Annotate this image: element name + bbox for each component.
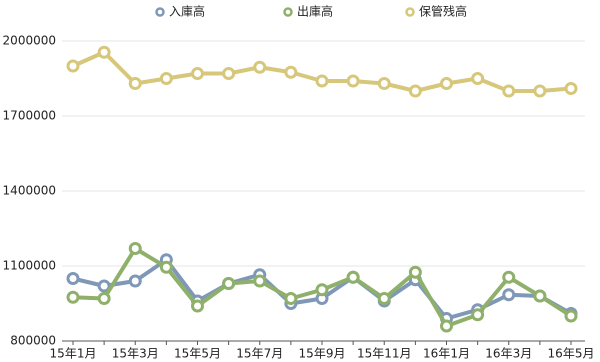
- x-tick-label: 15年9月: [299, 347, 346, 361]
- x-tick-label: 16年3月: [485, 347, 532, 361]
- x-tick-label: 15年1月: [50, 347, 97, 361]
- legend-marker: [155, 7, 165, 17]
- y-tick-label: 2000000: [3, 34, 56, 48]
- legend-label: 保管残高: [419, 4, 467, 19]
- point: [97, 292, 111, 305]
- point: [66, 59, 80, 73]
- y-tick-label: 800000: [10, 334, 56, 348]
- point: [222, 67, 236, 80]
- point: [66, 272, 80, 285]
- point: [471, 72, 485, 85]
- point: [191, 299, 204, 313]
- x-tick-label: 15年5月: [174, 347, 221, 361]
- legend-label: 出庫高: [297, 4, 333, 19]
- y-tick-label: 1400000: [3, 184, 56, 198]
- point: [128, 274, 142, 288]
- point: [377, 292, 391, 305]
- x-tick-label: 15年11月: [357, 347, 412, 361]
- point: [440, 319, 453, 333]
- point: [284, 65, 298, 79]
- point: [564, 309, 578, 323]
- point: [222, 277, 236, 290]
- x-tick-label: 16年1月: [423, 347, 470, 361]
- legend-label: 入庫高: [169, 4, 205, 19]
- point: [502, 84, 516, 98]
- point: [128, 242, 142, 255]
- y-tick-label: 1100000: [3, 259, 56, 273]
- point: [346, 270, 360, 284]
- point: [502, 288, 516, 302]
- point: [159, 72, 173, 85]
- point: [408, 84, 422, 98]
- x-tick-label: 15年7月: [236, 347, 283, 361]
- point: [284, 292, 298, 305]
- point: [315, 283, 329, 297]
- point: [253, 60, 267, 74]
- point: [66, 290, 80, 304]
- point: [533, 84, 547, 98]
- x-tick-label: 16年5月: [548, 347, 595, 361]
- point: [315, 74, 329, 88]
- legend-marker: [405, 7, 415, 17]
- point: [377, 77, 391, 90]
- point: [564, 82, 578, 95]
- legend-marker: [283, 7, 293, 17]
- x-tick-label: 15年3月: [112, 347, 159, 361]
- y-tick-label: 1700000: [3, 109, 56, 123]
- point: [97, 45, 111, 59]
- point: [159, 260, 173, 274]
- point: [346, 74, 360, 88]
- point: [128, 77, 142, 90]
- point: [253, 274, 267, 288]
- point: [191, 67, 204, 80]
- point: [471, 308, 485, 322]
- point: [502, 270, 516, 284]
- point: [440, 77, 453, 90]
- point: [408, 265, 422, 279]
- point: [533, 289, 547, 303]
- point: [97, 279, 111, 293]
